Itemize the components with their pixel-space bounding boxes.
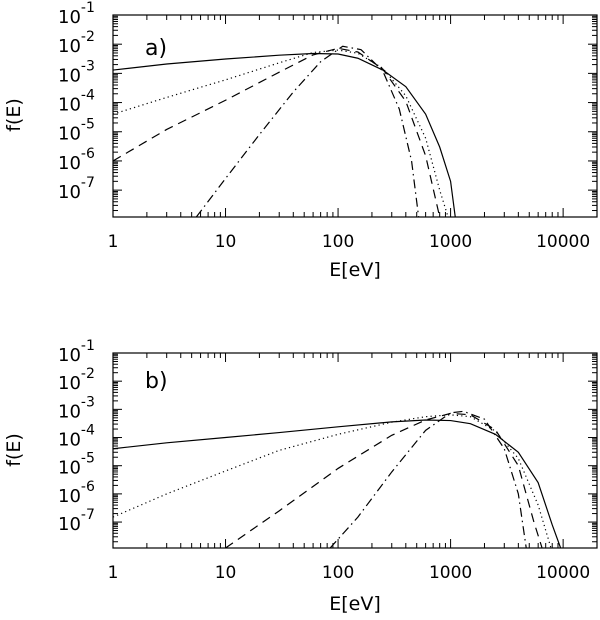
series-dotted-line (113, 414, 552, 548)
series-dash-dot-line (195, 45, 420, 217)
y-tick-label: 10-1 (58, 0, 95, 28)
x-tick-label: 100 (322, 232, 354, 252)
series-dotted-line (113, 49, 449, 217)
x-tick-label: 100 (322, 563, 354, 583)
x-axis-label: E[eV] (329, 593, 381, 615)
y-tick-label: 10-7 (58, 175, 95, 203)
y-tick-label: 10-5 (58, 451, 95, 479)
series-group (113, 45, 456, 217)
y-tick-label: 10-6 (58, 146, 95, 174)
series-dash-dot-line (329, 410, 527, 548)
series-solid-line (113, 52, 456, 217)
plot-frame (112, 352, 598, 549)
y-axis-label: f(E) (3, 98, 25, 132)
panel-label: b) (145, 369, 168, 394)
x-tick-label: 1 (108, 563, 119, 583)
y-tick-label: 10-2 (58, 366, 95, 394)
x-tick-label: 1 (108, 232, 119, 252)
chart-panel-a: 1 10 100 1000 10000 10-110-210-310-410-510-61… (3, 0, 598, 281)
x-tick-label: 10000 (536, 232, 590, 252)
series-solid-line (113, 419, 562, 548)
series-group (113, 410, 562, 548)
y-tick-label: 10-2 (58, 29, 95, 57)
x-tick-label: 10000 (536, 563, 590, 583)
y-tick-label: 10-6 (58, 479, 95, 507)
panel-label: a) (145, 36, 167, 61)
y-tick-label: 10-4 (58, 88, 95, 116)
x-tick-label: 1000 (429, 232, 472, 252)
x-tick-label: 10 (215, 563, 237, 583)
y-tick-label: 10-7 (58, 507, 95, 535)
plot-frame (112, 14, 598, 218)
y-tick-label: 10-3 (58, 394, 95, 422)
y-tick-label: 10-4 (58, 423, 95, 451)
series-dashed-line (113, 47, 441, 217)
y-tick-label: 10-3 (58, 58, 95, 86)
x-tick-label: 1000 (429, 563, 472, 583)
x-axis-label: E[eV] (329, 259, 381, 281)
y-tick-label: 10-5 (58, 117, 95, 145)
y-tick-label: 10-1 (58, 338, 95, 366)
series-dashed-line (225, 412, 543, 548)
x-tick-label: 10 (215, 232, 237, 252)
y-axis-label: f(E) (3, 433, 25, 467)
chart-panel-b: 1 10 100 1000 10000 10-110-210-310-410-510-61… (3, 338, 598, 615)
